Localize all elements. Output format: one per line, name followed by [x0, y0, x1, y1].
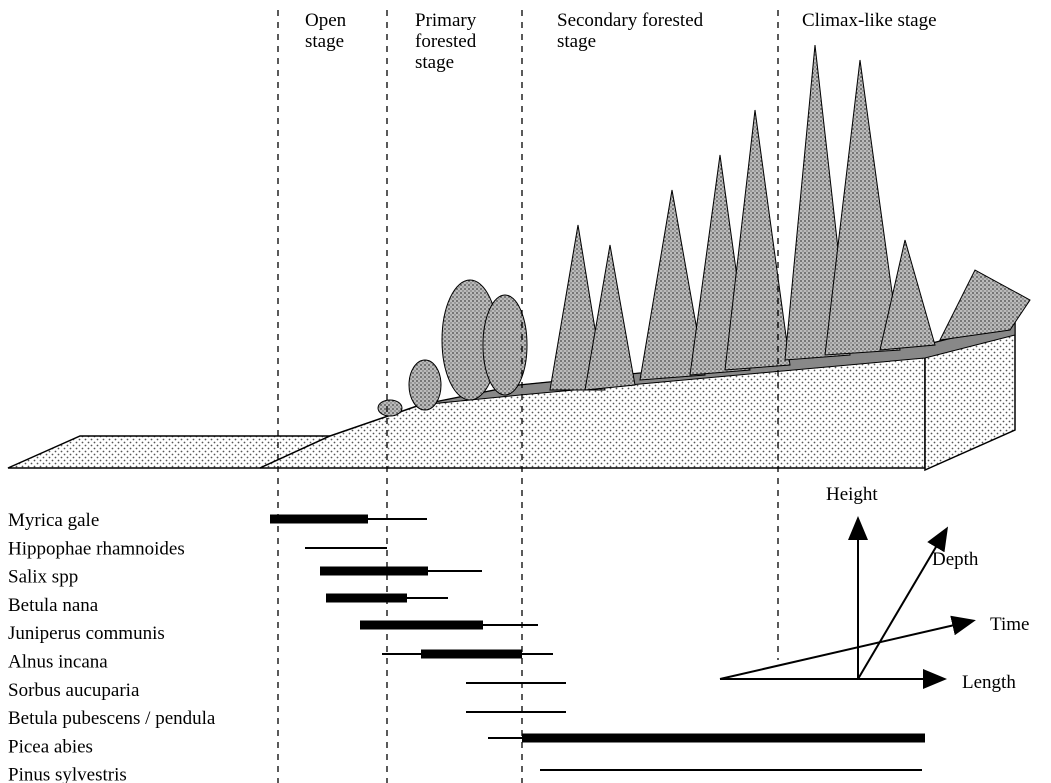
ranges [270, 514, 925, 771]
stage-dividers [277, 10, 779, 783]
axes-icon [719, 516, 976, 689]
axis-label: Length [962, 672, 1016, 693]
species-label: Betula pubescens / pendula [8, 708, 216, 729]
species-label: Sorbus aucuparia [8, 680, 140, 701]
species-label: Alnus incana [8, 652, 108, 673]
axis-label: Height [826, 484, 878, 505]
species-label: Hippophae rhamnoides [8, 538, 185, 559]
stage-label: Primary [415, 10, 477, 31]
landscape [7, 44, 1031, 472]
species-label: Betula nana [8, 595, 99, 616]
stage-label: Secondary forested [557, 10, 704, 31]
stage-label: stage [557, 31, 596, 52]
stage-label: stage [305, 31, 344, 52]
species-label: Pinus sylvestris [8, 765, 127, 783]
stage-label: Climax-like stage [802, 10, 937, 31]
species-label: Juniperus communis [8, 623, 165, 644]
species-label: Picea abies [8, 736, 93, 757]
species-label: Myrica gale [8, 510, 99, 531]
stage-label: Open [305, 10, 347, 31]
axis-label: Time [990, 614, 1029, 635]
axis-label: Depth [932, 549, 979, 570]
stage-label: stage [415, 52, 454, 73]
species-labels: Myrica gale Hippophae rhamnoides Salix spp… [8, 510, 216, 783]
species-label: Salix spp [8, 567, 78, 588]
stage-label: forested [415, 31, 477, 52]
